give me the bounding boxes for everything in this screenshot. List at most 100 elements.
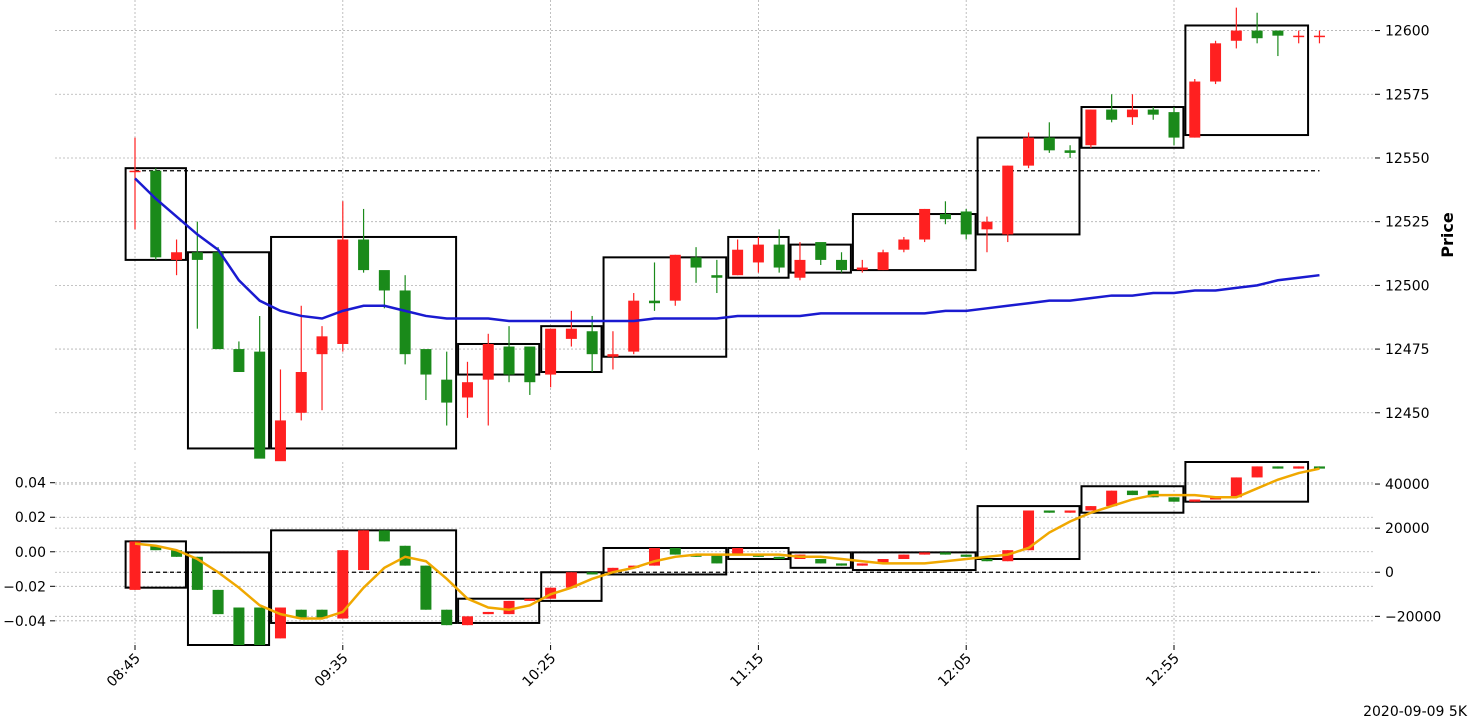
- price-candle: [254, 315, 266, 459]
- indicator-candle: [274, 607, 286, 639]
- indicator-candle-body: [378, 530, 390, 542]
- indicator-candle: [1313, 466, 1325, 469]
- indicator-candle: [1293, 466, 1305, 469]
- indicator-candle-body: [1251, 466, 1263, 478]
- indicator-range-box-10: [1080, 485, 1185, 514]
- indicator-candle: [939, 552, 951, 555]
- price-candle-body: [1210, 43, 1222, 82]
- price-candle-body: [649, 300, 660, 304]
- indicator-right-tick-label: 20000: [1385, 521, 1430, 537]
- indicator-candle: [295, 609, 307, 619]
- indicator-candle-body: [295, 609, 307, 619]
- indicator-candle-body: [815, 559, 827, 564]
- indicator-candle-body: [503, 600, 515, 615]
- price-candle: [1293, 30, 1305, 44]
- indicator-candle: [441, 609, 453, 626]
- indicator-candle-body: [836, 563, 848, 566]
- indicator-candle-body: [482, 611, 494, 615]
- indicator-candle: [503, 600, 515, 615]
- price-tick-label: 12450: [1385, 406, 1430, 422]
- indicator-candle: [1106, 490, 1118, 507]
- price-candle-body: [1002, 165, 1014, 235]
- price-candle-body: [1272, 30, 1284, 36]
- indicator-candle: [1085, 506, 1097, 511]
- price-candle-body: [877, 252, 889, 271]
- price-candle: [1230, 7, 1242, 49]
- price-candle-body: [1189, 81, 1201, 138]
- price-candle-body: [1230, 30, 1242, 41]
- price-candle: [482, 333, 494, 426]
- indicator-candle-body: [274, 607, 286, 639]
- indicator-candle: [337, 550, 349, 619]
- indicator-candle-body: [212, 589, 224, 615]
- price-candle: [939, 201, 951, 225]
- price-tick-label: 12550: [1385, 151, 1430, 167]
- indicator-candle: [524, 598, 536, 601]
- price-candle-body: [960, 211, 972, 235]
- indicator-candle: [649, 547, 660, 566]
- price-candle: [628, 293, 640, 355]
- price-candle-body: [150, 170, 162, 258]
- indicator-candle-body: [254, 607, 266, 645]
- indicator-range-box-9: [976, 505, 1081, 561]
- price-candle: [856, 259, 868, 273]
- price-candle: [524, 346, 536, 395]
- indicator-candle: [358, 530, 370, 571]
- price-candle-body: [1251, 30, 1263, 39]
- price-tick-label: 12525: [1385, 215, 1430, 231]
- price-candle: [981, 216, 993, 253]
- indicator-candle-body: [1293, 466, 1305, 469]
- price-candle-body: [1313, 35, 1325, 38]
- indicator-candle: [129, 541, 141, 590]
- price-candle: [690, 247, 702, 283]
- price-candle-body: [212, 252, 224, 350]
- x-tick-label: 09:35: [312, 651, 352, 691]
- price-y-axis-label: Price: [1438, 212, 1457, 258]
- indicator-candle-body: [1189, 499, 1201, 502]
- price-candle-body: [295, 372, 307, 413]
- indicator-range-boxes: [124, 461, 1310, 646]
- price-candle-body: [752, 244, 764, 263]
- price-candle-body: [939, 214, 951, 220]
- price-candle-body: [669, 254, 681, 301]
- indicator-range-box-1: [186, 551, 271, 646]
- indicator-candle: [212, 589, 224, 615]
- price-candle: [1043, 122, 1055, 153]
- indicator-candle: [711, 554, 723, 564]
- price-candle-body: [565, 328, 577, 339]
- indicator-candle-body: [1085, 506, 1097, 511]
- indicator-candle-body: [420, 565, 432, 610]
- price-candle-body: [815, 242, 827, 260]
- indicator-candle: [461, 616, 473, 626]
- indicator-candle: [1043, 510, 1055, 513]
- price-candle-body: [732, 249, 744, 276]
- price-candle: [836, 252, 848, 273]
- price-candle-body: [482, 343, 494, 380]
- indicator-candle: [981, 559, 993, 562]
- indicator-left-tick-label: −0.04: [3, 614, 46, 630]
- price-candles: [129, 7, 1325, 462]
- price-candle-body: [586, 331, 598, 355]
- price-candle: [898, 236, 910, 253]
- price-candle: [399, 275, 411, 365]
- indicator-candle-body: [461, 616, 473, 626]
- price-tick-label: 12575: [1385, 87, 1430, 103]
- indicator-range-box-5: [602, 546, 728, 576]
- price-tick-label: 12600: [1385, 24, 1430, 40]
- price-candle: [815, 242, 827, 265]
- indicator-panel: −0.04 −0.02 0.00 0.02 0.04 −20000 0 20000 40000: [3, 461, 1441, 646]
- price-candle: [171, 239, 183, 276]
- indicator-candle: [856, 563, 868, 566]
- indicator-candle: [233, 607, 245, 645]
- price-candle-body: [358, 239, 370, 271]
- indicator-candle-body: [877, 559, 889, 564]
- indicator-left-tick-label: 0.00: [15, 545, 46, 561]
- indicator-candle-body: [586, 572, 598, 575]
- indicator-candle-body: [171, 550, 183, 557]
- price-tick-label: 12500: [1385, 278, 1430, 294]
- indicator-candle-body: [607, 567, 619, 573]
- price-candle: [752, 236, 764, 273]
- price-panel: 12450 12475 12500 12525 12550 12575 12600 Pric…: [55, 0, 1457, 462]
- price-candle-body: [1168, 112, 1180, 138]
